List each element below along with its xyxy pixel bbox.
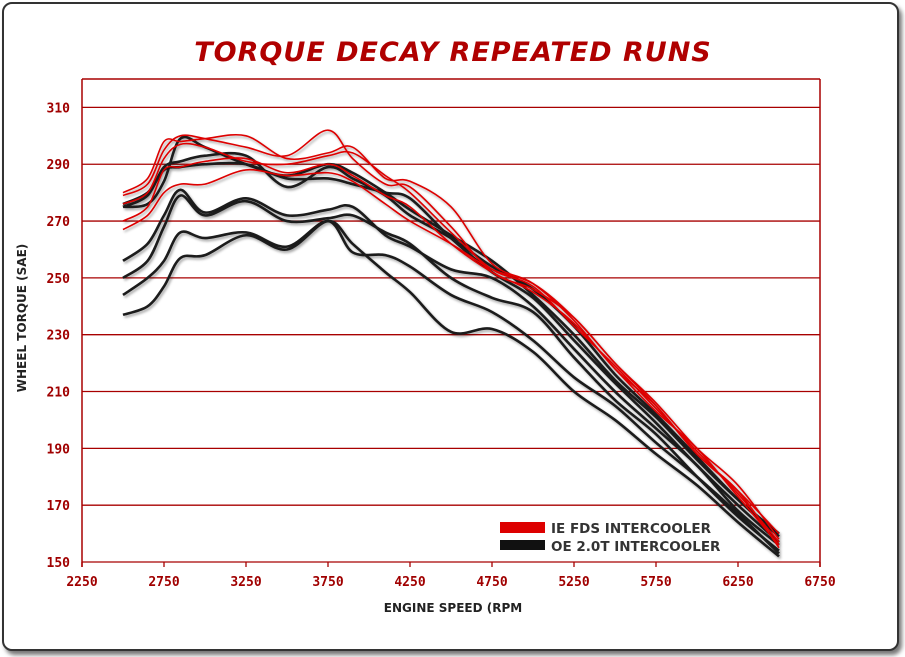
y-tick-label: 290	[47, 158, 71, 173]
series-line-oe-7	[122, 151, 780, 538]
y-tick-label: 250	[47, 272, 71, 287]
legend-swatch-ie-fds	[500, 522, 545, 533]
y-axis-label: WHEEL TORQUE (SAE)	[15, 244, 29, 393]
x-tick-label: 2250	[66, 575, 97, 590]
y-tick-label: 230	[47, 329, 71, 344]
x-tick-label: 2750	[148, 575, 179, 590]
legend-label-oe: OE 2.0T INTERCOOLER	[551, 539, 721, 555]
x-tick-label: 5250	[558, 575, 589, 590]
x-tick-label: 6750	[804, 575, 835, 590]
y-tick-label: 150	[47, 556, 71, 571]
series-line-oe-12	[122, 219, 780, 558]
series-line-oe-11	[122, 219, 780, 555]
y-tick-label: 210	[47, 386, 71, 401]
y-tick-label: 170	[47, 499, 71, 514]
series-line-ie-fds-5	[122, 168, 780, 549]
x-tick-label: 6250	[722, 575, 753, 590]
x-axis-label: ENGINE SPEED (RPM	[384, 601, 522, 615]
x-tick-label: 4250	[394, 575, 425, 590]
series-line-oe-10	[122, 194, 780, 552]
x-tick-label: 3750	[312, 575, 343, 590]
legend-label-ie-fds: IE FDS INTERCOOLER	[551, 521, 712, 537]
x-tick-label: 5750	[640, 575, 671, 590]
y-tick-label: 270	[47, 215, 71, 230]
chart-frame	[2, 2, 899, 651]
x-tick-label: 4750	[476, 575, 507, 590]
legend: IE FDS INTERCOOLER OE 2.0T INTERCOOLER	[500, 521, 721, 555]
series-line-ie-fds-4	[122, 157, 780, 546]
series-line-oe-9	[122, 188, 780, 546]
y-tick-label: 190	[47, 442, 71, 457]
x-tick-label: 3250	[230, 575, 261, 590]
series-line-ie-fds-3	[122, 142, 780, 543]
legend-swatch-oe	[500, 540, 545, 550]
series-line-oe-8	[122, 161, 780, 544]
chart-title: TORQUE DECAY REPEATED RUNS	[194, 37, 712, 68]
y-tick-label: 310	[47, 101, 71, 116]
